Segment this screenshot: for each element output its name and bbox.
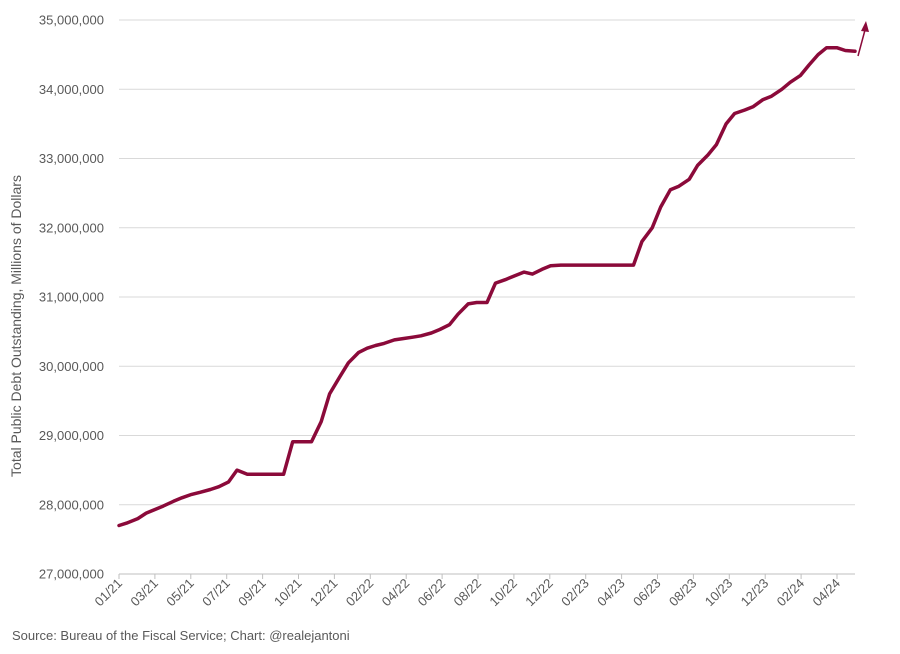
- x-tick-label: 06/22: [415, 576, 449, 610]
- x-tick-label: 07/21: [199, 576, 233, 610]
- y-tick-label: 32,000,000: [39, 220, 104, 235]
- y-tick-label: 29,000,000: [39, 428, 104, 443]
- trend-arrow-icon: [857, 21, 869, 57]
- x-tick-label: 12/21: [307, 576, 341, 610]
- x-tick-label: 05/21: [163, 576, 197, 610]
- x-tick-label: 02/22: [343, 576, 377, 610]
- x-tick-label: 12/22: [522, 576, 556, 610]
- y-tick-label: 27,000,000: [39, 567, 104, 582]
- x-tick-label: 02/23: [558, 576, 592, 610]
- x-tick-label: 10/22: [486, 576, 520, 610]
- x-tick-label: 10/23: [702, 576, 736, 610]
- x-tick-label: 02/24: [774, 576, 808, 610]
- x-tick-label: 10/21: [271, 576, 305, 610]
- x-tick-label: 09/21: [235, 576, 269, 610]
- x-tick-label: 12/23: [738, 576, 772, 610]
- x-tick-label: 04/24: [810, 576, 844, 610]
- gridlines: [119, 19, 855, 506]
- y-tick-label: 31,000,000: [39, 290, 104, 305]
- y-tick-label: 33,000,000: [39, 151, 104, 166]
- x-tick-label: 06/23: [630, 576, 664, 610]
- x-tick-label: 03/21: [127, 576, 161, 610]
- y-tick-label: 35,000,000: [39, 13, 104, 28]
- y-tick-label: 30,000,000: [39, 359, 104, 374]
- y-axis-title: Total Public Debt Outstanding, Millions …: [8, 175, 24, 477]
- x-tick-label: 08/23: [666, 576, 700, 610]
- series-group: [117, 45, 857, 528]
- x-axis-ticks: 01/21 03/21 05/21 07/21 09/21 10/21 12/21 02/22…: [92, 574, 844, 610]
- source-caption: Source: Bureau of the Fiscal Service; Ch…: [12, 628, 350, 643]
- x-tick-label: 04/23: [594, 576, 628, 610]
- series-line: [117, 45, 857, 528]
- y-tick-label: 28,000,000: [39, 497, 104, 512]
- x-tick-label: 04/22: [379, 576, 413, 610]
- x-tick-label: 08/22: [451, 576, 485, 610]
- y-axis-ticks: 27,000,000 28,000,000 29,000,000 30,000,000…: [39, 13, 104, 582]
- y-tick-label: 34,000,000: [39, 82, 104, 97]
